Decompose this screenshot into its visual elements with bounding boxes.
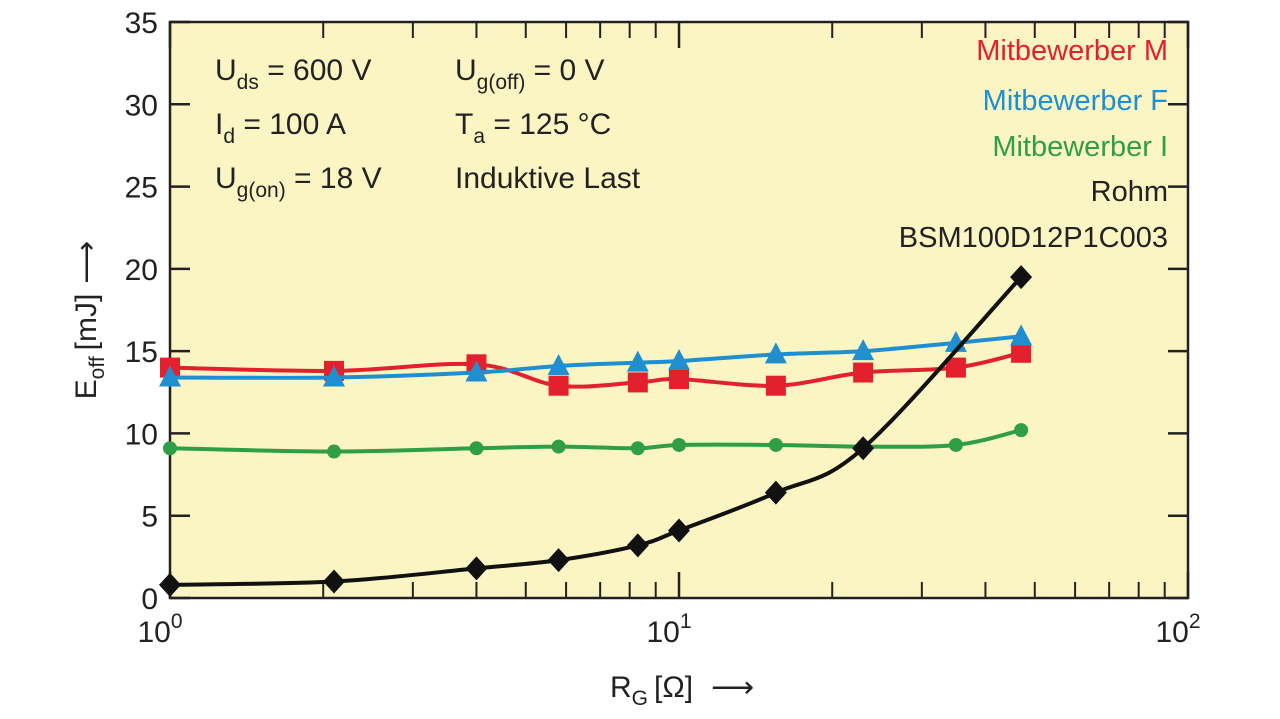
condition-label: Ta = 125 °C (455, 108, 611, 148)
y-tick-label: 20 (125, 254, 158, 287)
legend-entry: Mitbewerber F (983, 85, 1168, 117)
data-point (764, 342, 787, 364)
data-point (327, 444, 342, 459)
data-point (1011, 342, 1032, 363)
data-point (547, 548, 570, 573)
data-point (465, 360, 488, 382)
condition-label: Induktive Last (455, 162, 641, 195)
x-tick-label: 100 (137, 610, 182, 649)
y-axis-arrow: ⟶ (70, 241, 103, 284)
condition-label: Ug(on) = 18 V (215, 162, 382, 202)
data-point (163, 441, 177, 456)
y-axis-title: Eoff [mJ] ⟶ (70, 241, 109, 400)
data-point (323, 569, 346, 594)
y-tick-label: 15 (125, 336, 158, 369)
data-point (945, 357, 966, 378)
data-point (548, 375, 569, 396)
data-point (1014, 423, 1029, 438)
data-point (627, 372, 648, 393)
condition-label: Id = 100 A (215, 108, 346, 148)
series-layer (159, 265, 1033, 597)
data-point (852, 436, 875, 461)
data-point (853, 362, 874, 383)
y-tick-label: 30 (125, 89, 158, 122)
svg-text:RG[Ω]⟶: RG [Ω] ⟶ (610, 671, 754, 710)
data-point (668, 518, 690, 543)
series-mitbewerber-m (160, 342, 1032, 396)
series-rohm (159, 265, 1033, 597)
data-point (672, 437, 686, 452)
data-point (626, 533, 649, 558)
x-tick-label: 101 (646, 610, 691, 649)
data-point (630, 441, 645, 456)
data-point (1010, 324, 1033, 346)
series-line (169, 334, 1022, 380)
data-point (323, 365, 346, 387)
y-axis-title-sub: off (86, 356, 109, 379)
legend: Mitbewerber M Mitbewerber F Mitbewerber I R… (899, 35, 1168, 254)
x-axis-title-main: R (610, 671, 632, 704)
x-tick-label: 102 (1155, 610, 1200, 649)
data-point (551, 439, 566, 454)
data-point (852, 339, 875, 361)
plot-area (168, 20, 1190, 600)
data-point (668, 349, 690, 371)
y-axis-title-main: E (70, 379, 103, 399)
series-mitbewerber-f (159, 324, 1033, 387)
y-tick-label: 5 (141, 501, 158, 534)
data-point (768, 437, 783, 452)
data-point (159, 572, 181, 597)
y-axis-title-unit: [mJ] (70, 294, 103, 351)
data-point (547, 353, 570, 375)
y-tick-label: 0 (141, 583, 158, 616)
data-point (159, 365, 181, 387)
x-axis-arrow: ⟶ (711, 671, 754, 704)
y-tick-label: 35 (125, 7, 158, 40)
svg-text:Eoff[mJ]⟶: Eoff [mJ] ⟶ (70, 241, 109, 400)
x-axis-title-sub: G (632, 687, 648, 710)
data-point (469, 441, 484, 456)
series-line (169, 428, 1022, 454)
legend-entry: Mitbewerber M (976, 35, 1168, 67)
axes-layer: 100 101 102 0 5 10 15 20 25 30 35 (125, 7, 1201, 649)
condition-annotations: Uds = 600 V Id = 100 A Ug(on) = 18 V Ug(off… (215, 54, 641, 202)
data-point (465, 556, 488, 581)
data-point (669, 369, 689, 390)
data-point (626, 350, 649, 372)
x-axis-title: RG [Ω] ⟶ (610, 671, 754, 710)
x-axis-title-unit: [Ω] (654, 671, 693, 704)
y-tick-label: 25 (125, 172, 158, 205)
data-point (765, 375, 786, 396)
data-point (1010, 265, 1033, 290)
legend-entry-part-number: BSM100D12P1C003 (899, 222, 1168, 254)
y-tick-label: 10 (125, 418, 158, 451)
condition-label: Ug(off) = 0 V (455, 54, 605, 94)
legend-entry: Rohm (1091, 176, 1168, 208)
condition-label: Uds = 600 V (215, 54, 371, 94)
legend-entry: Mitbewerber I (992, 131, 1168, 163)
data-point (948, 437, 963, 452)
data-point (764, 480, 787, 505)
